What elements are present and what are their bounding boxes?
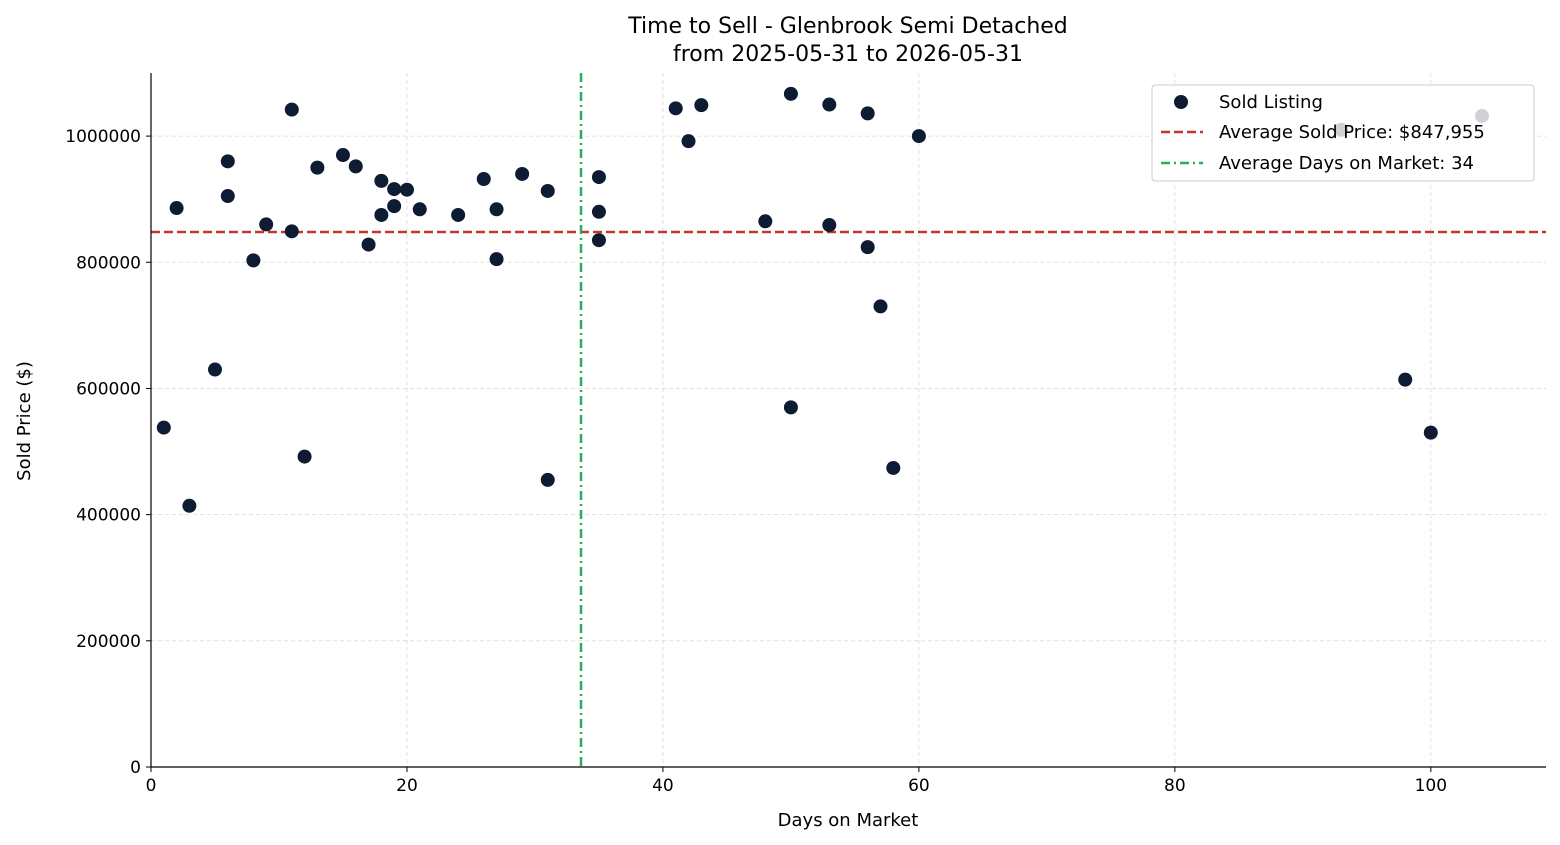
data-point	[259, 217, 274, 232]
y-tick-label: 0	[130, 758, 141, 778]
data-point	[387, 182, 402, 197]
data-point	[284, 102, 299, 117]
data-point	[374, 173, 389, 188]
data-point	[515, 166, 530, 181]
data-point	[591, 233, 606, 248]
data-point	[297, 449, 312, 464]
data-point	[246, 253, 261, 268]
ticks: 0 20 40 60 80 100 0 200000 400000 600000 800000 100…	[65, 127, 1447, 796]
data-point	[1398, 372, 1413, 387]
data-point	[783, 400, 798, 415]
data-point	[694, 98, 709, 113]
x-tick-label: 20	[396, 776, 418, 796]
data-point	[451, 207, 466, 222]
x-tick-label: 40	[652, 776, 674, 796]
legend-box	[1151, 84, 1535, 182]
x-tick-label: 0	[146, 776, 157, 796]
data-point	[758, 214, 773, 229]
legend-avg-days-label: Average Days on Market: 34	[1219, 153, 1474, 174]
data-point	[476, 171, 491, 186]
data-points	[156, 86, 1490, 513]
data-point	[310, 160, 325, 175]
data-point	[591, 170, 606, 185]
legend: Sold Listing Average Sold Price: $847,95…	[1151, 84, 1535, 182]
data-point	[681, 134, 696, 149]
y-tick-label: 800000	[76, 253, 141, 273]
data-point	[886, 460, 901, 475]
data-point	[489, 252, 504, 267]
data-point	[374, 207, 389, 222]
y-tick-label: 1000000	[65, 127, 141, 147]
data-point	[220, 154, 235, 169]
legend-sold-label: Sold Listing	[1219, 92, 1323, 113]
data-point	[1423, 425, 1438, 440]
y-axis-label: Sold Price ($)	[14, 361, 35, 481]
data-point	[335, 148, 350, 163]
legend-sold-marker	[1174, 95, 1188, 109]
y-tick-label: 200000	[76, 632, 141, 652]
axes	[150, 73, 1546, 768]
x-tick-label: 80	[1164, 776, 1186, 796]
data-point	[860, 240, 875, 255]
data-point	[668, 101, 683, 116]
chart-title: Time to Sell - Glenbrook Semi Detached	[627, 14, 1068, 39]
data-point	[540, 183, 555, 198]
x-tick-label: 100	[1415, 776, 1447, 796]
data-point	[822, 218, 837, 233]
data-point	[591, 204, 606, 219]
data-point	[220, 189, 235, 204]
data-point	[783, 86, 798, 101]
x-tick-label: 60	[908, 776, 930, 796]
data-point	[399, 182, 414, 197]
data-point	[207, 362, 222, 377]
data-point	[361, 237, 376, 252]
data-point	[540, 472, 555, 487]
data-point	[822, 97, 837, 112]
reference-lines	[151, 73, 1546, 767]
data-point	[911, 129, 926, 144]
data-point	[489, 202, 504, 217]
data-point	[182, 498, 197, 513]
y-tick-label: 600000	[76, 379, 141, 399]
x-axis-label: Days on Market	[778, 810, 919, 831]
y-tick-label: 400000	[76, 506, 141, 526]
data-point	[860, 106, 875, 121]
data-point	[387, 199, 402, 214]
data-point	[169, 201, 184, 216]
data-point	[412, 202, 427, 217]
data-point	[348, 159, 363, 174]
data-point	[156, 420, 171, 435]
data-point	[873, 299, 888, 314]
chart-subtitle: from 2025-05-31 to 2026-05-31	[673, 42, 1023, 67]
legend-avg-price-label: Average Sold Price: $847,955	[1219, 122, 1485, 143]
data-point	[284, 224, 299, 239]
